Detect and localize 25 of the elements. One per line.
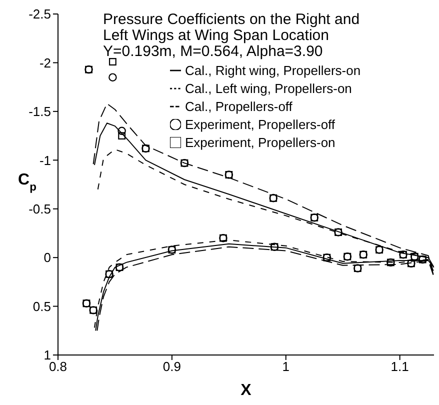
x-tick-label: 1.1	[390, 359, 409, 374]
x-tick-label: 0.8	[48, 359, 68, 374]
x-tick-label: 1	[282, 359, 290, 374]
legend-label: Cal., Left wing, Propellers-on	[185, 81, 352, 96]
y-tick-label: -1.5	[28, 104, 51, 120]
y-tick-label: -0.5	[28, 201, 51, 216]
y-tick-label: 0.5	[32, 298, 51, 314]
x-tick-label: 0.9	[162, 359, 181, 374]
legend-label: Experiment, Propellers-off	[185, 117, 336, 132]
point	[108, 58, 116, 66]
point	[108, 73, 117, 82]
legend-label: Experiment, Propellers-on	[185, 135, 336, 150]
y-tick-label: 1	[44, 348, 51, 363]
x-axis-title: X	[240, 382, 252, 399]
point	[118, 132, 126, 140]
y-tick-label: -2.5	[28, 6, 51, 22]
y-axis-title: C$_{p}$	[18, 172, 37, 194]
point	[118, 126, 126, 136]
legend-label: Cal., Propellers-off	[185, 99, 292, 114]
y-tick-label: 0	[44, 250, 51, 266]
y-tick-label: -2	[39, 55, 51, 70]
y-tick-label: -1	[39, 152, 51, 168]
text: Y=0.193m, M=0.564, Alpha=3.90	[103, 43, 324, 60]
chart-title: Pressure Coefficients on the Right and Left Wings at Wing Span Location	[103, 11, 361, 44]
legend-label: Cal., Right wing, Propellers-on	[185, 63, 361, 78]
